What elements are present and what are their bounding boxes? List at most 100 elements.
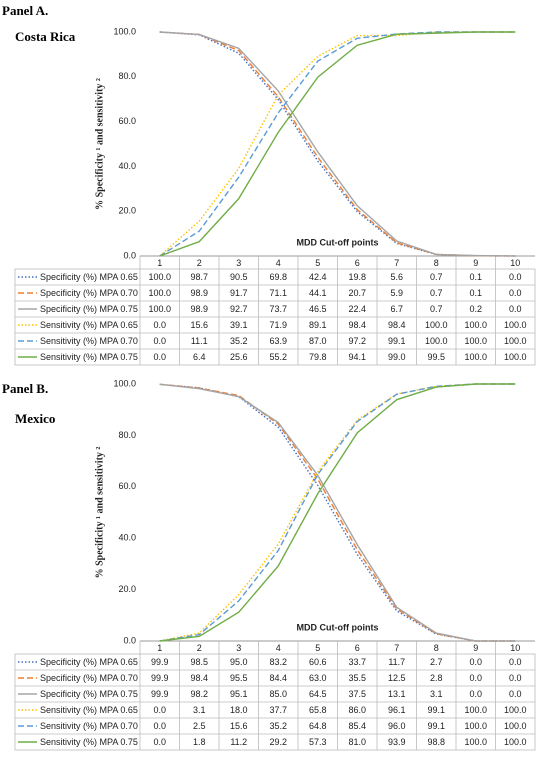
- legend-label: Specificity (%) MPA 0.75: [40, 304, 138, 314]
- table-cell: 100.0: [425, 320, 448, 330]
- table-cell: 98.9: [190, 304, 208, 314]
- y-axis-title: % Specificity ¹ and sensitivity ²: [94, 78, 105, 210]
- y-tick-label: 100.0: [113, 26, 136, 36]
- legend-label: Sensitivity (%) MPA 0.75: [40, 737, 138, 747]
- table-cell: 42.4: [309, 272, 327, 282]
- table-cell: 63.9: [269, 336, 287, 346]
- y-tick-label: 0.0: [123, 635, 136, 645]
- table-cell: 85.4: [348, 721, 366, 731]
- table-cell: 73.7: [269, 304, 287, 314]
- table-cell: 0.0: [509, 288, 522, 298]
- table-cell: 85.0: [269, 689, 287, 699]
- table-cell: 35.5: [348, 673, 366, 683]
- series-line: [159, 383, 516, 642]
- x-tick-label: 2: [197, 258, 202, 268]
- table-cell: 95.1: [230, 689, 248, 699]
- series-line: [159, 383, 516, 642]
- table-cell: 81.0: [348, 737, 366, 747]
- series-line: [159, 383, 516, 642]
- table-cell: 25.6: [230, 352, 248, 362]
- x-tick-label: 6: [355, 258, 360, 268]
- table-cell: 83.2: [269, 657, 287, 667]
- legend-label: Sensitivity (%) MPA 0.70: [40, 336, 138, 346]
- table-cell: 6.4: [193, 352, 206, 362]
- table-cell: 35.2: [230, 336, 248, 346]
- table-cell: 0.1: [469, 288, 482, 298]
- table-cell: 46.5: [309, 304, 327, 314]
- x-axis-title: MDD Cut-off points: [297, 237, 379, 247]
- panel-label: Panel B.: [2, 381, 48, 396]
- series-line: [159, 383, 516, 642]
- series-line: [159, 31, 516, 257]
- table-cell: 100.0: [504, 705, 527, 715]
- x-tick-label: 4: [276, 258, 281, 268]
- table-cell: 20.7: [348, 288, 366, 298]
- table-cell: 99.1: [388, 336, 406, 346]
- table-cell: 100.0: [504, 320, 527, 330]
- series-line: [159, 383, 516, 642]
- legend-label: Sensitivity (%) MPA 0.75: [40, 352, 138, 362]
- table-cell: 86.0: [348, 705, 366, 715]
- table-cell: 37.7: [269, 705, 287, 715]
- table-cell: 100.0: [464, 705, 487, 715]
- table-cell: 93.9: [388, 737, 406, 747]
- table-cell: 95.5: [230, 673, 248, 683]
- table-cell: 2.7: [430, 657, 443, 667]
- table-cell: 65.8: [309, 705, 327, 715]
- table-cell: 71.9: [269, 320, 287, 330]
- table-cell: 90.5: [230, 272, 248, 282]
- table-cell: 11.1: [191, 336, 208, 346]
- table-cell: 37.5: [348, 689, 366, 699]
- table-cell: 64.5: [309, 689, 327, 699]
- table-cell: 100.0: [464, 721, 487, 731]
- x-tick-label: 9: [473, 643, 478, 653]
- table-cell: 100.0: [148, 272, 171, 282]
- x-tick-label: 3: [236, 258, 241, 268]
- table-cell: 0.0: [469, 689, 482, 699]
- table-cell: 5.9: [390, 288, 403, 298]
- legend-label: Specificity (%) MPA 0.65: [40, 657, 138, 667]
- legend-label: Specificity (%) MPA 0.70: [40, 673, 138, 683]
- table-cell: 89.1: [309, 320, 327, 330]
- y-tick-label: 40.0: [118, 533, 136, 543]
- table-cell: 100.0: [425, 336, 448, 346]
- table-cell: 98.5: [190, 657, 208, 667]
- table-cell: 6.7: [390, 304, 403, 314]
- table-cell: 97.2: [348, 336, 366, 346]
- table-cell: 99.9: [151, 689, 169, 699]
- table-cell: 1.8: [193, 737, 206, 747]
- table-cell: 18.0: [230, 705, 248, 715]
- table-cell: 92.7: [230, 304, 248, 314]
- table-cell: 5.6: [390, 272, 403, 282]
- table-cell: 100.0: [148, 304, 171, 314]
- series-line: [159, 31, 516, 257]
- series-line: [159, 31, 516, 257]
- legend-label: Specificity (%) MPA 0.70: [40, 288, 138, 298]
- table-cell: 3.1: [193, 705, 206, 715]
- x-tick-label: 1: [157, 643, 162, 653]
- table-cell: 0.1: [469, 272, 482, 282]
- table-cell: 99.9: [151, 673, 169, 683]
- table-cell: 64.8: [309, 721, 327, 731]
- table-cell: 0.0: [153, 721, 166, 731]
- table-cell: 63.0: [309, 673, 327, 683]
- panel: Panel A. Costa Rica % Specificity ¹ and se…: [2, 3, 536, 366]
- table-cell: 0.0: [509, 689, 522, 699]
- table-cell: 11.2: [230, 737, 247, 747]
- table-cell: 3.1: [430, 689, 443, 699]
- table-cell: 99.1: [427, 705, 445, 715]
- y-tick-label: 60.0: [118, 481, 136, 491]
- legend-label: Specificity (%) MPA 0.75: [40, 689, 138, 699]
- table-cell: 71.1: [269, 288, 287, 298]
- series-line: [159, 31, 516, 257]
- table-cell: 0.2: [469, 304, 482, 314]
- x-tick-label: 10: [510, 258, 520, 268]
- x-tick-label: 8: [434, 643, 439, 653]
- y-tick-label: 0.0: [123, 250, 136, 260]
- table-cell: 98.4: [388, 320, 406, 330]
- table-cell: 0.0: [509, 657, 522, 667]
- table-cell: 99.9: [151, 657, 169, 667]
- table-cell: 98.4: [190, 673, 208, 683]
- legend-label: Sensitivity (%) MPA 0.70: [40, 721, 138, 731]
